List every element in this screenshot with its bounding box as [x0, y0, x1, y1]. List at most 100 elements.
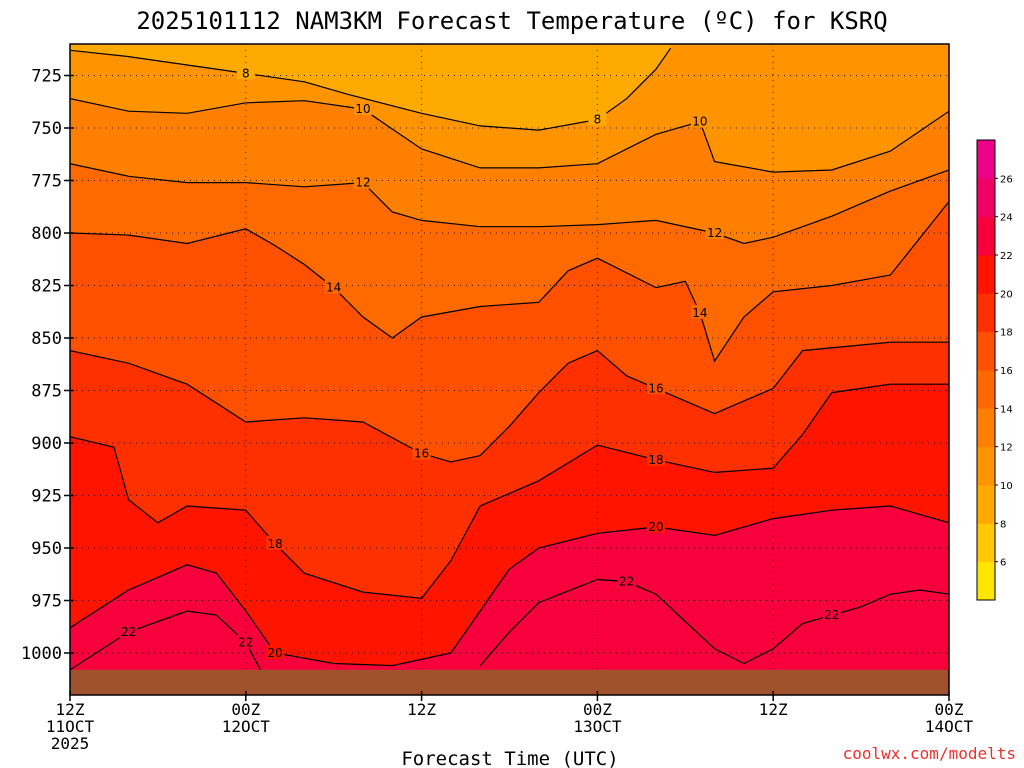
- band-above-8: [70, 44, 671, 131]
- contour-label-bg-12-0: [354, 174, 372, 189]
- contour-label-bg-18-1: [647, 451, 665, 466]
- ground-surface: [70, 669, 949, 695]
- y-tick-label-775: 775: [31, 172, 62, 192]
- colorbar-swatch-8: [977, 255, 995, 294]
- colorbar-swatch-4: [977, 408, 995, 448]
- contour-label-bg-16-1: [647, 380, 665, 395]
- y-tick-label-900: 900: [31, 434, 62, 454]
- contour-label-22-1: 22: [238, 636, 253, 650]
- contour-label-14-0: 14: [326, 281, 341, 295]
- contour-label-10-1: 10: [692, 115, 707, 129]
- contour-label-bg-16-0: [412, 445, 431, 460]
- contour-16: [70, 341, 949, 463]
- y-tick-label-750: 750: [31, 119, 62, 139]
- contour-20: [70, 505, 949, 667]
- x-tick-label-60-2: 14OCT: [925, 717, 974, 736]
- contour-label-20-0: 20: [267, 646, 282, 660]
- contour-label-bg-22-1: [236, 634, 255, 649]
- colorbar-swatch-5: [977, 370, 995, 409]
- contour-label-bg-10-1: [690, 113, 709, 128]
- colorbar-label-22: 22: [1000, 251, 1013, 262]
- colorbar-label-16: 16: [1000, 366, 1013, 377]
- contour-label-bg-22-0: [119, 624, 138, 638]
- y-tick-label-925: 925: [31, 487, 62, 507]
- contour-label-22b-1: 22: [824, 608, 839, 622]
- contour-lines: 8 8 10 10 12 12 14 14 16 16 18 18 20 20 22 22 22 22: [70, 47, 949, 671]
- colorbar-swatch-2: [977, 485, 995, 524]
- colorbar-label-18: 18: [1000, 328, 1013, 339]
- contour-label-16-0: 16: [414, 447, 429, 461]
- colorbar-swatch-1: [977, 523, 995, 563]
- contour-14: [70, 201, 949, 363]
- x-tick-label-12-1: 00Z: [231, 700, 260, 719]
- contour-label-bg-12-1: [705, 225, 724, 239]
- temperature-bands: [70, 44, 949, 695]
- colorbar: 6 8 10 12 14 16 18 20 22 24 26: [976, 139, 1013, 601]
- y-tick-label-850: 850: [31, 329, 62, 349]
- x-tick-label-0-2: 11OCT: [46, 717, 95, 736]
- y-tick-label-975: 975: [31, 592, 62, 612]
- colorbar-swatch-7: [977, 293, 995, 333]
- y-tick-label-875: 875: [31, 382, 62, 402]
- x-tick-label-0-3: 2025: [51, 734, 90, 753]
- colorbar-swatch-9: [977, 216, 995, 256]
- x-tick-label-12-2: 12OCT: [222, 717, 271, 736]
- colorbar-label-10: 10: [1000, 481, 1013, 492]
- colorbar-swatch-0: [977, 561, 995, 601]
- grid-lines: [70, 44, 949, 695]
- contour-label-bg-20-0: [266, 645, 285, 659]
- y-tick-label-725: 725: [31, 67, 62, 87]
- credit-link[interactable]: coolwx.com/modelts: [842, 744, 1016, 763]
- contour-label-bg-14-0: [324, 279, 343, 294]
- y-axis: 725 750 775 800 825 850 875 900 925 950 975 1000: [21, 67, 74, 664]
- plot-frame: [69, 43, 950, 696]
- contour-18: [70, 383, 949, 600]
- contour-label-bg-22b-1: [822, 607, 841, 622]
- y-tick-label-825: 825: [31, 277, 62, 297]
- colorbar-label-26: 26: [1000, 174, 1013, 185]
- contour-label-bg-10-0: [354, 101, 372, 116]
- colorbar-swatch-10: [977, 178, 995, 218]
- contour-label-bg-14-1: [690, 304, 709, 319]
- colorbar-label-14: 14: [1000, 404, 1013, 415]
- y-tick-label-950: 950: [31, 539, 62, 559]
- colorbar-label-8: 8: [1000, 519, 1006, 530]
- contour-label-16-1: 16: [648, 381, 663, 395]
- colorbar-label-6: 6: [1000, 558, 1006, 569]
- contour-label-12-1: 12: [707, 226, 722, 240]
- x-tick-label-0-1: 12Z: [56, 700, 85, 719]
- contour-label-14-1: 14: [692, 306, 707, 320]
- x-tick-label-48-1: 12Z: [759, 700, 788, 719]
- y-tick-label-1000: 1000: [21, 644, 62, 664]
- colorbar-swatch-3: [977, 446, 995, 486]
- contour-8: [70, 47, 672, 131]
- colorbar-swatch-11: [977, 140, 995, 179]
- contour-label-8-1: 8: [594, 113, 602, 127]
- x-tick-label-36-1: 00Z: [583, 700, 612, 719]
- colorbar-label-12: 12: [1000, 443, 1013, 454]
- chart-title: 2025101112 NAM3KM Forecast Temperature (…: [136, 7, 887, 35]
- y-tick-label-800: 800: [31, 224, 62, 244]
- contour-label-8-0: 8: [242, 66, 250, 80]
- contour-label-10-0: 10: [355, 102, 370, 116]
- contour-label-12-0: 12: [355, 176, 370, 190]
- contour-12: [70, 163, 949, 245]
- contour-label-bg-20-1: [647, 519, 665, 533]
- contour-label-bg-8-0: [236, 65, 255, 80]
- x-tick-label-60-1: 00Z: [935, 700, 964, 719]
- contour-22b: [479, 578, 949, 666]
- x-tick-label-24-1: 12Z: [407, 700, 436, 719]
- contour-label-18-0: 18: [267, 537, 282, 551]
- contour-label-bg-8-1: [588, 111, 607, 126]
- x-tick-label-36-2: 13OCT: [573, 717, 622, 736]
- x-axis-label: Forecast Time (UTC): [401, 748, 618, 768]
- contour-label-18-1: 18: [648, 453, 663, 467]
- contour-label-bg-22b-0: [617, 573, 636, 588]
- contour-label-20-1: 20: [648, 520, 663, 534]
- colorbar-swatch-6: [977, 331, 995, 371]
- contour-label-bg-18-0: [266, 535, 285, 550]
- contour-10: [70, 98, 949, 173]
- contour-label-22b-0: 22: [619, 575, 634, 589]
